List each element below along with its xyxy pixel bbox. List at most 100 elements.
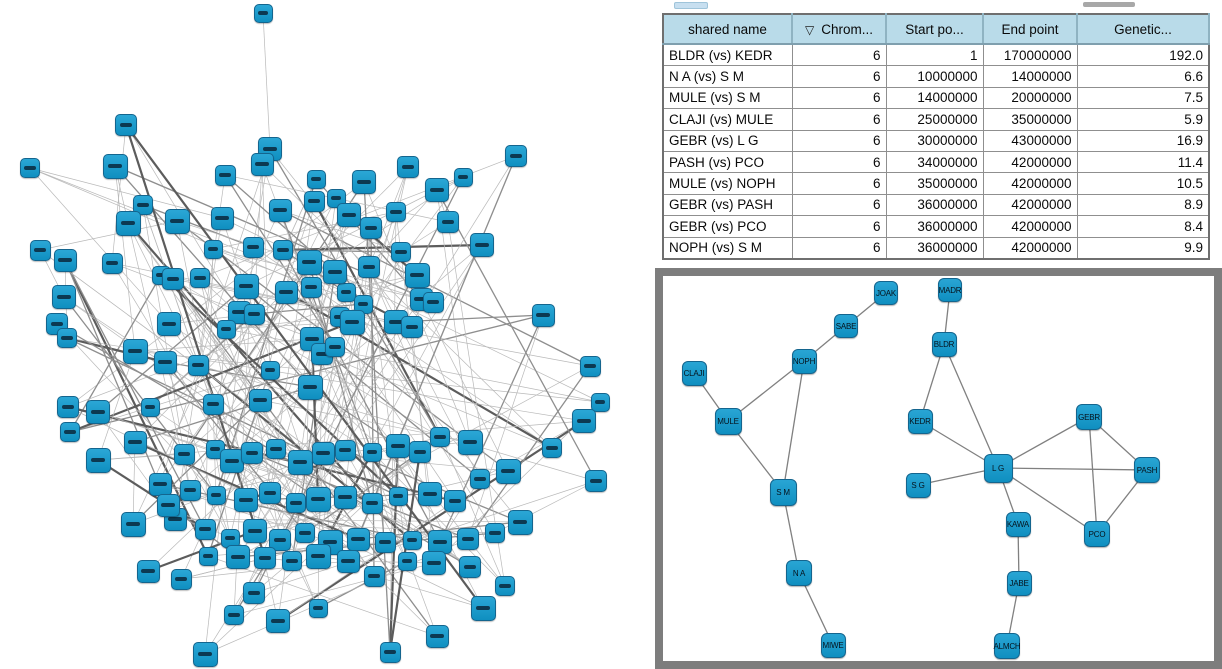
network-edge[interactable] [389, 211, 397, 653]
network-node[interactable] [362, 442, 382, 462]
table-cell[interactable]: 36000000 [885, 215, 984, 238]
table-cell[interactable]: 192.0 [1076, 43, 1210, 67]
network-edge[interactable] [317, 560, 408, 609]
table-cell[interactable]: 42000000 [982, 172, 1078, 195]
network-node[interactable] [470, 595, 496, 621]
network-node-claji[interactable]: CLAJI [681, 360, 707, 386]
network-node[interactable] [507, 509, 533, 535]
network-node[interactable] [470, 469, 490, 489]
network-node[interactable] [422, 291, 444, 313]
network-node[interactable] [363, 565, 385, 587]
network-node[interactable] [266, 439, 286, 459]
network-node[interactable] [337, 203, 361, 227]
network-node[interactable] [590, 392, 610, 412]
network-node-mule[interactable]: MULE [714, 407, 742, 435]
table-cell[interactable]: 11.4 [1076, 150, 1210, 174]
table-cell[interactable]: 6 [791, 43, 887, 67]
table-cell[interactable]: 16.9 [1076, 129, 1210, 152]
network-node-jabe[interactable]: JABE [1006, 570, 1032, 596]
table-row[interactable]: CLAJI (vs) MULE 6 25000000 35000000 5.9 [662, 108, 1210, 131]
table-cell[interactable]: 42000000 [982, 193, 1078, 217]
network-node[interactable] [542, 438, 562, 458]
network-node[interactable] [297, 374, 323, 400]
network-node[interactable] [85, 447, 111, 473]
network-node[interactable] [226, 545, 250, 569]
network-node[interactable] [397, 551, 417, 571]
network-edge[interactable] [420, 298, 509, 472]
network-node[interactable] [86, 400, 110, 424]
table-cell[interactable]: MULE (vs) S M [662, 86, 793, 110]
detail-network-canvas[interactable]: JOAK MADR SABE BLDR NOPH CLAJI MULE KEDR GEBR L G… [655, 268, 1222, 669]
network-node[interactable] [269, 529, 291, 551]
network-node[interactable] [260, 360, 280, 380]
network-node[interactable] [305, 543, 331, 569]
network-node[interactable] [401, 316, 423, 338]
network-edge[interactable] [997, 467, 1098, 535]
network-edge[interactable] [142, 204, 254, 248]
table-cell[interactable]: 6 [791, 65, 887, 88]
network-node[interactable] [323, 260, 347, 284]
network-node-n-a[interactable]: N A [786, 560, 812, 586]
network-edge[interactable] [238, 274, 418, 313]
network-node[interactable] [296, 249, 322, 275]
network-edge[interactable] [997, 416, 1090, 469]
table-cell[interactable]: 42000000 [982, 236, 1078, 260]
filter-icon[interactable]: ▽ [805, 22, 815, 37]
network-node[interactable] [170, 568, 192, 590]
table-cell[interactable]: 7.5 [1076, 86, 1210, 110]
network-node[interactable] [53, 248, 77, 272]
tab-fragment-blue[interactable] [674, 2, 708, 9]
network-node[interactable] [216, 319, 236, 339]
network-edge[interactable] [311, 338, 408, 562]
network-edge[interactable] [159, 148, 271, 485]
table-cell[interactable]: 6 [791, 129, 887, 152]
network-node[interactable] [254, 547, 276, 569]
table-cell[interactable]: 35000000 [885, 172, 984, 195]
network-node[interactable] [386, 202, 406, 222]
network-edge[interactable] [279, 209, 402, 253]
network-node[interactable] [266, 609, 290, 633]
network-edge[interactable] [134, 338, 313, 352]
network-node[interactable] [495, 576, 515, 596]
network-node[interactable] [531, 303, 555, 327]
network-node[interactable] [453, 167, 473, 187]
network-node[interactable] [303, 190, 325, 212]
network-node[interactable] [202, 393, 224, 415]
network-node[interactable] [346, 527, 370, 551]
network-node[interactable] [162, 268, 184, 290]
network-node[interactable] [585, 470, 607, 492]
network-node[interactable] [52, 285, 76, 309]
network-edge[interactable] [66, 337, 399, 497]
network-node[interactable] [274, 280, 298, 304]
network-node[interactable] [101, 252, 123, 274]
network-node[interactable] [300, 276, 322, 298]
table-cell[interactable]: 8.4 [1076, 215, 1210, 238]
network-edge[interactable] [347, 560, 435, 564]
network-edge[interactable] [207, 555, 438, 637]
network-node[interactable] [122, 338, 148, 364]
network-edge[interactable] [467, 314, 544, 540]
table-cell[interactable]: GEBR (vs) L G [662, 129, 793, 152]
network-node-pco[interactable]: PCO [1084, 521, 1110, 547]
table-cell[interactable]: GEBR (vs) PASH [662, 193, 793, 217]
network-edge[interactable] [172, 278, 441, 438]
network-edge[interactable] [253, 480, 597, 594]
network-edge[interactable] [436, 189, 597, 482]
table-cell[interactable]: CLAJI (vs) MULE [662, 108, 793, 131]
network-node[interactable] [192, 641, 218, 667]
network-edge[interactable] [142, 204, 191, 491]
table-row[interactable]: BLDR (vs) KEDR 6 1 170000000 192.0 [662, 43, 1210, 67]
network-edge[interactable] [344, 496, 441, 543]
network-edge[interactable] [919, 343, 945, 422]
network-node[interactable] [326, 188, 346, 208]
network-edge[interactable] [147, 448, 277, 572]
network-node[interactable] [60, 422, 80, 442]
table-cell[interactable]: 43000000 [982, 129, 1078, 152]
network-node[interactable] [333, 485, 357, 509]
network-node[interactable] [234, 488, 258, 512]
network-edge[interactable] [172, 278, 375, 577]
network-node-s-g[interactable]: S G [905, 472, 931, 498]
network-node[interactable] [457, 429, 483, 455]
table-cell[interactable]: 6 [791, 172, 887, 195]
network-node[interactable] [29, 239, 51, 261]
